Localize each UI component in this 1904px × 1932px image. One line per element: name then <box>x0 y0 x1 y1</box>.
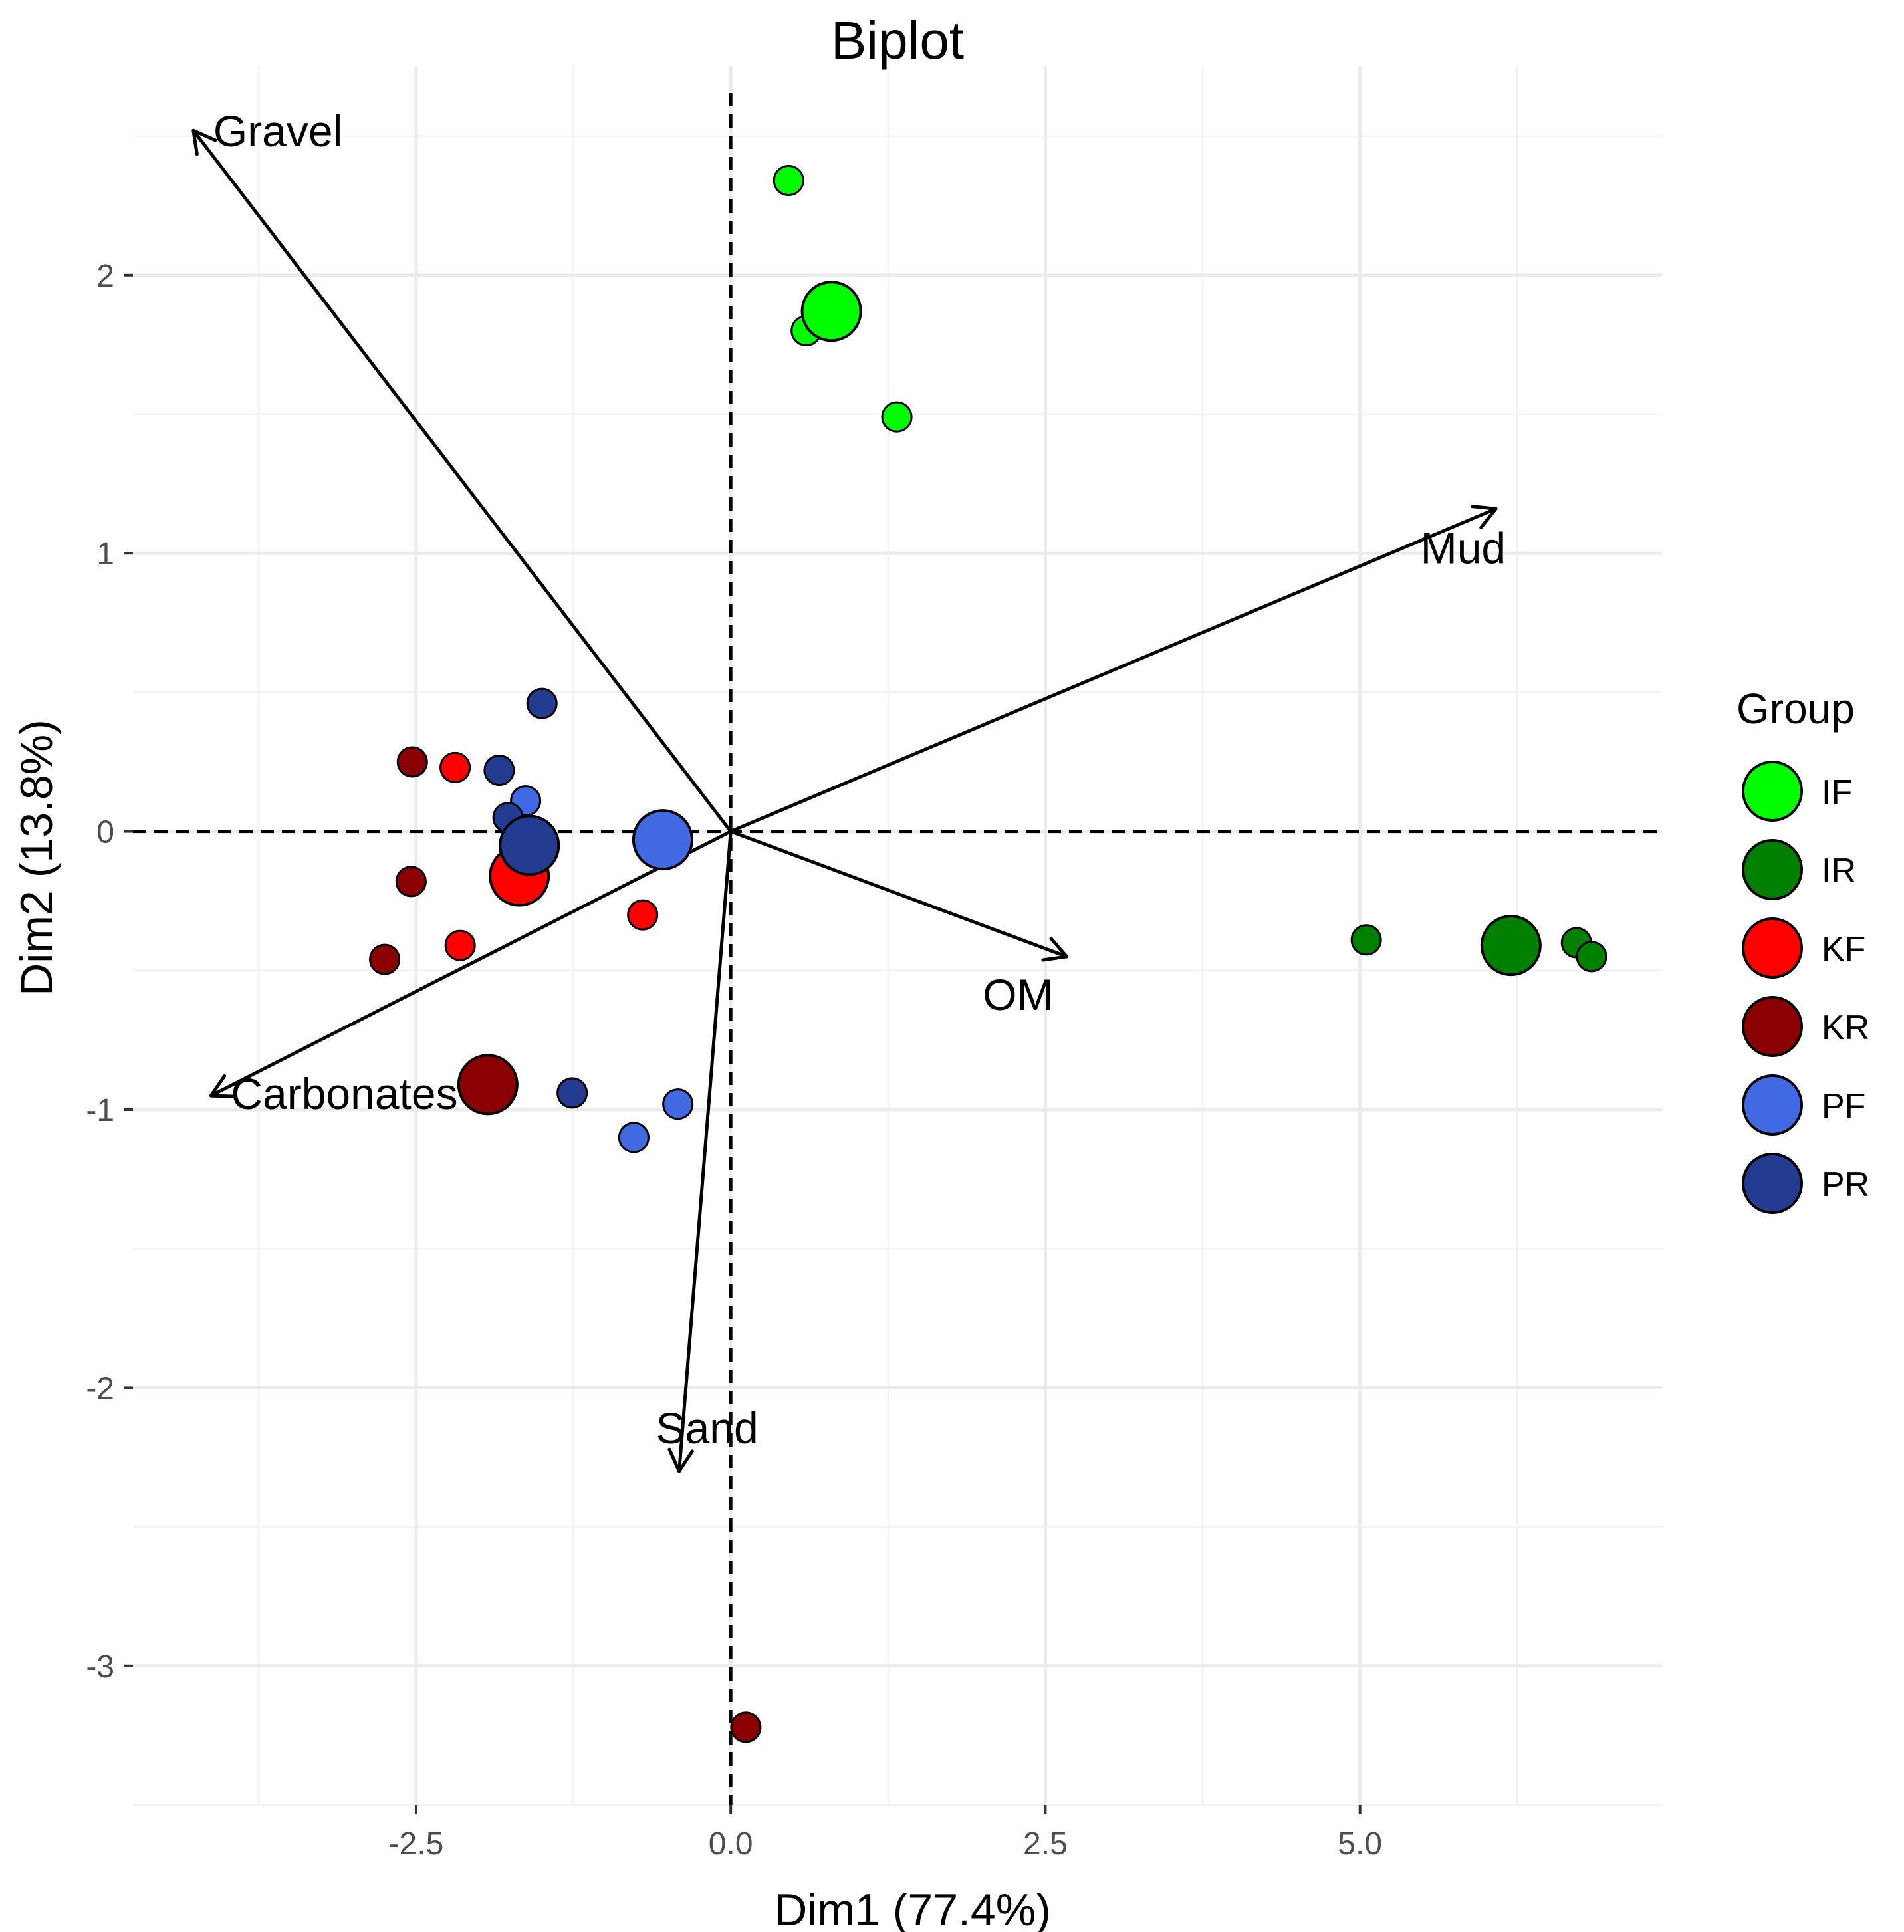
arrow-head <box>677 1449 694 1473</box>
x-tick-label: 0.0 <box>709 1826 753 1862</box>
point-kr <box>730 1711 762 1743</box>
variable-label-sand: Sand <box>656 1403 759 1453</box>
variable-label-om: OM <box>983 970 1053 1019</box>
legend-label-pr: PR <box>1822 1165 1869 1204</box>
variable-arrows: Gravel Mud OM Carbonates Sand <box>191 106 1506 1473</box>
legend-label-pf: PF <box>1822 1087 1865 1126</box>
arrow-carbonates <box>210 830 732 1098</box>
variable-label-carbonates: Carbonates <box>231 1069 457 1118</box>
point-kf <box>627 899 659 931</box>
point-kr <box>396 746 428 778</box>
arrow-head <box>191 128 217 142</box>
y-tick-label: -1 <box>86 1093 114 1128</box>
point-ir <box>1576 941 1607 973</box>
arrow-head <box>191 128 199 156</box>
y-tick-label: 0 <box>96 815 114 850</box>
point-if <box>773 165 804 197</box>
arrow-sand <box>677 831 733 1472</box>
point-kr <box>369 943 401 975</box>
arrow-head <box>1041 955 1069 962</box>
x-tick-label: 2.5 <box>1023 1826 1068 1862</box>
legend-label-ir: IR <box>1822 852 1856 890</box>
legend-key-ir <box>1742 839 1803 900</box>
legend-label-kr: KR <box>1822 1009 1869 1047</box>
x-axis-title: Dim1 (77.4%) <box>774 1885 1051 1932</box>
centroid-if <box>800 281 862 342</box>
variable-label-gravel: Gravel <box>213 106 342 156</box>
x-tick-label: 5.0 <box>1338 1826 1382 1862</box>
legend: Group IF IR KF KR PF PR <box>1736 685 1869 1214</box>
arrow-head <box>1479 507 1498 529</box>
arrow-head <box>209 1074 227 1098</box>
centroid-pf <box>632 809 693 871</box>
legend-key-kf <box>1742 917 1803 979</box>
zero-reference-lines <box>133 93 1662 1805</box>
legend-title: Group <box>1736 685 1855 733</box>
arrow-head <box>667 1447 681 1473</box>
point-if <box>881 401 913 433</box>
axis-ticks: -2.5 0.0 2.5 5.0 -3 -2 -1 0 1 2 <box>86 259 1382 1862</box>
chart-title: Biplot <box>831 11 964 70</box>
centroid-kr <box>457 1054 519 1116</box>
point-kr <box>395 866 427 898</box>
legend-key-if <box>1742 761 1803 822</box>
data-points <box>369 165 1607 1743</box>
y-tick-label: 2 <box>96 259 114 294</box>
y-tick-label: -2 <box>86 1371 114 1406</box>
legend-key-kr <box>1742 996 1803 1057</box>
arrow-gravel <box>191 129 733 833</box>
arrow-om <box>730 830 1068 959</box>
y-tick-label: 1 <box>96 537 114 572</box>
arrow-head <box>1470 505 1498 511</box>
legend-label-kf: KF <box>1822 930 1865 969</box>
variable-label-mud: Mud <box>1421 523 1506 572</box>
y-axis-title: Dim2 (13.8%) <box>11 719 62 996</box>
legend-key-pr <box>1742 1153 1803 1214</box>
centroid-pr <box>499 814 560 876</box>
point-pf <box>662 1088 694 1120</box>
arrow-head <box>1049 937 1069 959</box>
y-tick-label: -3 <box>86 1649 114 1685</box>
point-kf <box>444 929 476 961</box>
point-pr <box>483 755 515 786</box>
legend-label-if: IF <box>1822 773 1852 812</box>
arrow-mud <box>730 507 1497 833</box>
point-pr <box>556 1077 588 1109</box>
point-pf <box>618 1122 650 1153</box>
point-ir <box>1350 924 1382 956</box>
point-kf <box>439 751 471 783</box>
x-tick-label: -2.5 <box>389 1826 444 1862</box>
centroid-ir <box>1480 915 1542 977</box>
legend-key-pf <box>1742 1074 1803 1136</box>
point-pr <box>526 687 558 719</box>
